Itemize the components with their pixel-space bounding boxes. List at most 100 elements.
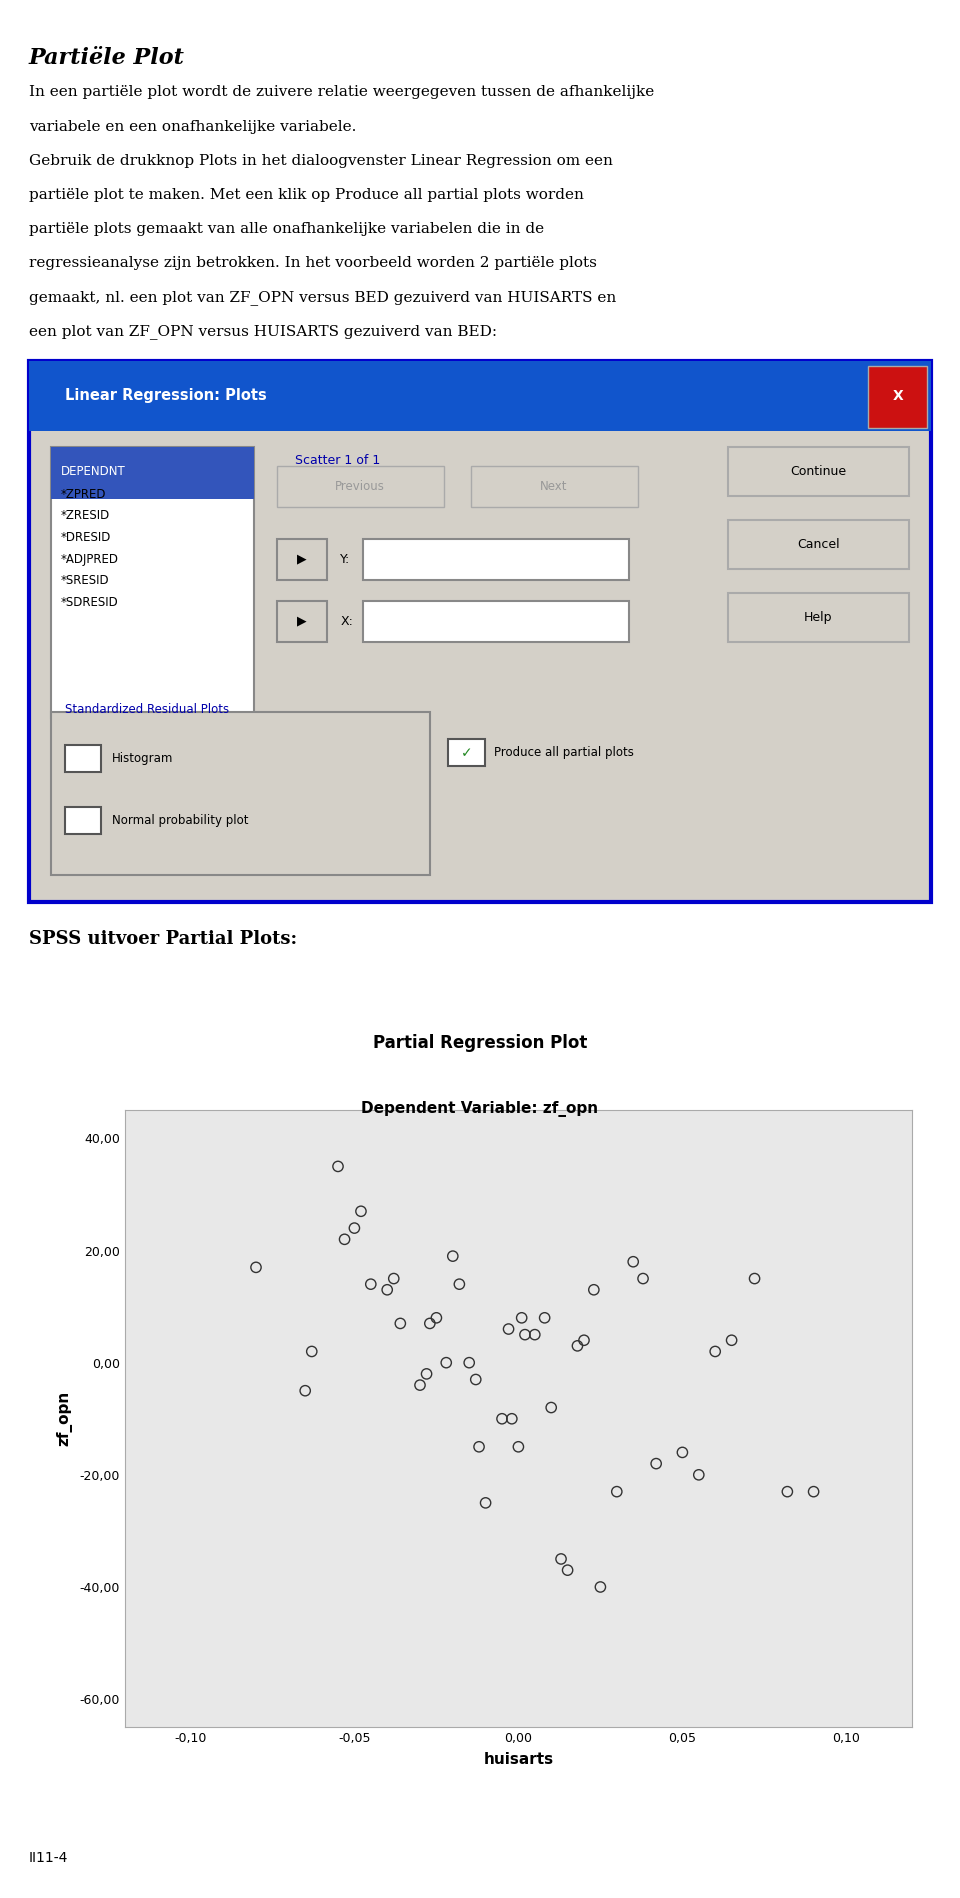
Point (560, 1554, 575, 1585)
Text: Continue: Continue (790, 465, 847, 478)
FancyBboxPatch shape (448, 740, 485, 767)
Point (386, 1264, 401, 1294)
Point (708, 1336, 723, 1367)
Point (445, 1241, 461, 1272)
Point (419, 1359, 434, 1389)
Point (413, 1370, 428, 1401)
Point (452, 1270, 468, 1300)
Point (724, 1325, 739, 1355)
Point (626, 1247, 641, 1277)
Point (747, 1264, 762, 1294)
Text: *DRESID: *DRESID (60, 531, 110, 545)
Text: variabele en een onafhankelijke variabele.: variabele en een onafhankelijke variabel… (29, 120, 356, 133)
Point (439, 1348, 454, 1378)
Text: II11-4: II11-4 (29, 1851, 68, 1864)
Text: *SDRESID: *SDRESID (60, 596, 118, 609)
Point (379, 1275, 395, 1306)
Text: Histogram: Histogram (111, 752, 173, 765)
Point (422, 1308, 438, 1338)
FancyBboxPatch shape (277, 539, 326, 579)
Text: Linear Regression: Plots: Linear Regression: Plots (65, 389, 267, 402)
Point (504, 1405, 519, 1435)
FancyBboxPatch shape (728, 520, 908, 569)
FancyBboxPatch shape (52, 448, 254, 717)
Point (249, 1253, 264, 1283)
Point (570, 1330, 586, 1361)
Point (478, 1488, 493, 1518)
Text: een plot van ZF_OPN versus HUISARTS gezuiverd van BED:: een plot van ZF_OPN versus HUISARTS gezu… (29, 325, 497, 340)
Point (304, 1336, 320, 1367)
FancyBboxPatch shape (65, 744, 101, 772)
Point (429, 1302, 444, 1332)
Text: Normal probability plot: Normal probability plot (111, 814, 249, 828)
Text: *ZRESID: *ZRESID (60, 509, 109, 522)
Text: In een partiële plot wordt de zuivere relatie weergegeven tussen de afhankelijke: In een partiële plot wordt de zuivere re… (29, 85, 654, 99)
Point (806, 1477, 822, 1507)
Point (553, 1543, 568, 1573)
FancyBboxPatch shape (52, 712, 430, 875)
FancyBboxPatch shape (471, 467, 637, 507)
Point (636, 1264, 651, 1294)
Text: Cancel: Cancel (797, 537, 840, 550)
Point (393, 1308, 408, 1338)
Point (517, 1319, 533, 1349)
Point (511, 1431, 526, 1461)
Point (468, 1365, 484, 1395)
Text: X: X (893, 389, 903, 402)
Text: gemaakt, nl. een plot van ZF_OPN versus BED gezuiverd van HUISARTS en: gemaakt, nl. een plot van ZF_OPN versus … (29, 290, 616, 306)
Text: *ZPRED: *ZPRED (60, 488, 106, 501)
FancyBboxPatch shape (29, 361, 931, 431)
Point (780, 1477, 795, 1507)
Text: Help: Help (804, 611, 832, 624)
Text: *SRESID: *SRESID (60, 575, 109, 586)
Point (514, 1302, 529, 1332)
Text: Partial Regression Plot: Partial Regression Plot (372, 1034, 588, 1051)
FancyBboxPatch shape (363, 602, 629, 642)
Text: Dependent Variable: zf_opn: Dependent Variable: zf_opn (361, 1101, 599, 1116)
Y-axis label: zf_opn: zf_opn (57, 1391, 73, 1446)
Text: SPSS uitvoer Partial Plots:: SPSS uitvoer Partial Plots: (29, 930, 297, 947)
Text: Previous: Previous (335, 480, 385, 493)
FancyBboxPatch shape (728, 594, 908, 642)
Text: regressieanalyse zijn betrokken. In het voorbeeld worden 2 partiële plots: regressieanalyse zijn betrokken. In het … (29, 256, 597, 270)
Text: Partiële Plot: Partiële Plot (29, 47, 184, 70)
FancyBboxPatch shape (277, 467, 444, 507)
Text: partiële plot te maken. Met een klik op Produce all partial plots worden: partiële plot te maken. Met een klik op … (29, 188, 584, 201)
Text: Y:: Y: (340, 552, 350, 566)
Point (330, 1152, 346, 1182)
Point (610, 1477, 625, 1507)
X-axis label: huisarts: huisarts (483, 1752, 554, 1767)
Text: DEPENDNT: DEPENDNT (60, 465, 125, 478)
FancyBboxPatch shape (728, 448, 908, 495)
Point (592, 1572, 608, 1602)
Text: ▶: ▶ (297, 552, 306, 566)
Text: *ADJPRED: *ADJPRED (60, 552, 118, 566)
Point (527, 1319, 542, 1349)
Point (537, 1302, 552, 1332)
Text: Scatter 1 of 1: Scatter 1 of 1 (295, 454, 380, 467)
Text: X:: X: (340, 615, 353, 628)
Point (363, 1270, 378, 1300)
Point (691, 1460, 707, 1490)
Text: Produce all partial plots: Produce all partial plots (493, 746, 634, 759)
Point (543, 1393, 559, 1424)
Point (587, 1275, 602, 1306)
Point (353, 1196, 369, 1226)
FancyBboxPatch shape (52, 448, 254, 499)
Text: partiële plots gemaakt van alle onafhankelijke variabelen die in de: partiële plots gemaakt van alle onafhank… (29, 222, 544, 235)
Text: Gebruik de drukknop Plots in het dialoogvenster Linear Regression om een: Gebruik de drukknop Plots in het dialoog… (29, 154, 612, 167)
Text: ✓: ✓ (461, 746, 472, 759)
Point (649, 1448, 664, 1479)
FancyBboxPatch shape (868, 366, 926, 429)
Point (501, 1313, 516, 1344)
FancyBboxPatch shape (29, 361, 931, 902)
Point (471, 1431, 487, 1461)
Point (298, 1376, 313, 1406)
Point (347, 1213, 362, 1243)
Text: Standardized Residual Plots: Standardized Residual Plots (65, 702, 229, 716)
Point (337, 1224, 352, 1255)
Text: Next: Next (540, 480, 567, 493)
Text: ▶: ▶ (297, 615, 306, 628)
Point (675, 1437, 690, 1467)
FancyBboxPatch shape (277, 602, 326, 642)
